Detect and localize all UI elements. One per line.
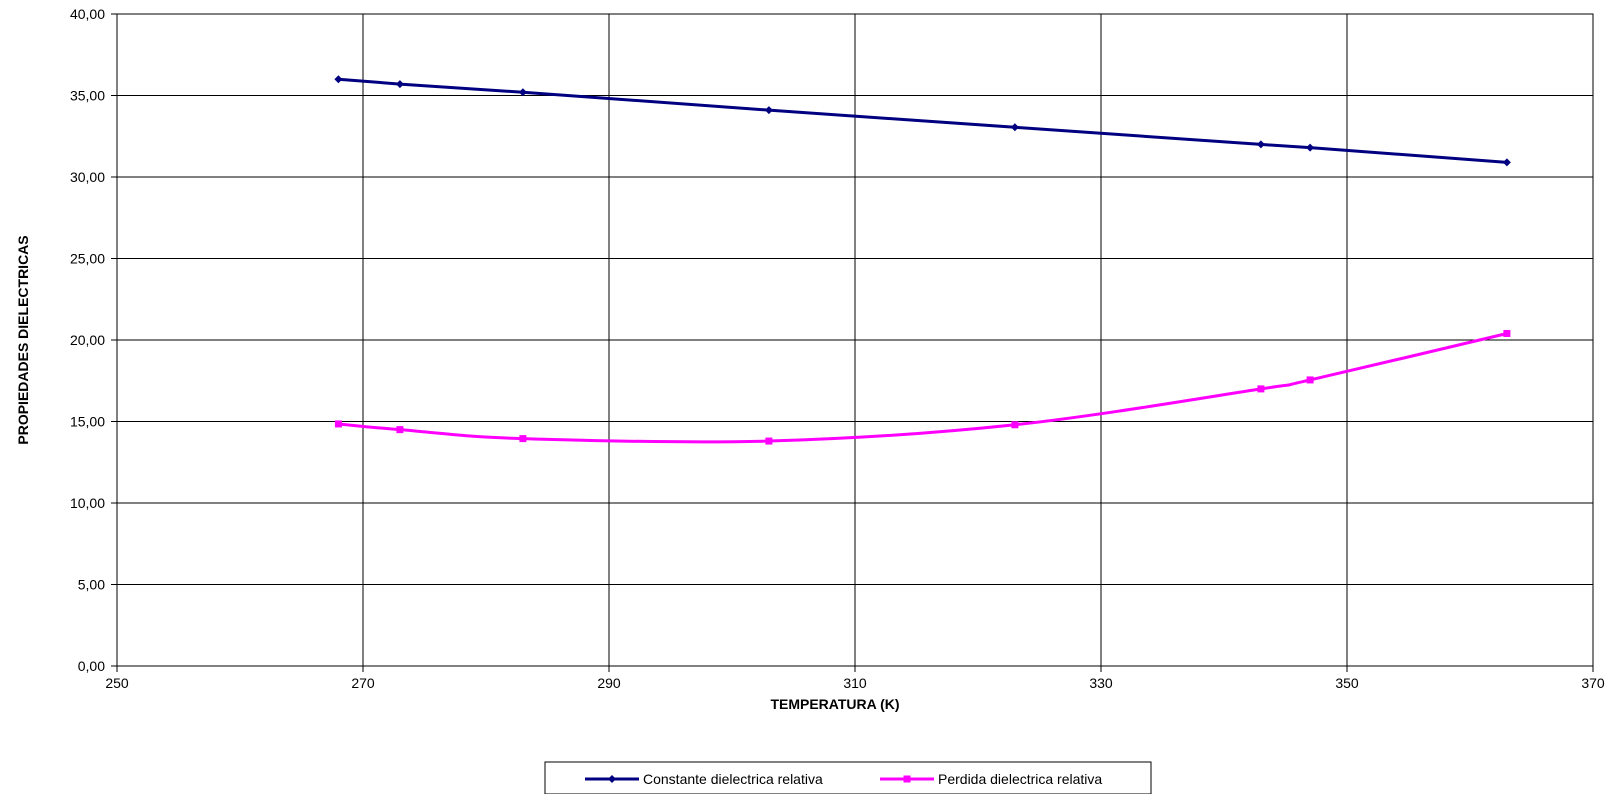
x-tick-label: 250 [105, 675, 129, 691]
series-1 [334, 75, 1511, 167]
y-tick-label: 5,00 [78, 577, 105, 593]
y-tick-label: 0,00 [78, 658, 105, 674]
data-point [1306, 143, 1315, 152]
legend-marker [608, 775, 616, 783]
x-axis-title: TEMPERATURA (K) [770, 696, 899, 712]
data-point [1306, 376, 1314, 384]
data-point [765, 437, 773, 445]
data-point [518, 88, 527, 97]
data-point [334, 75, 343, 84]
data-point [1010, 123, 1019, 132]
y-tick-label: 30,00 [70, 169, 105, 185]
x-tick-label: 310 [843, 675, 867, 691]
x-tick-label: 290 [597, 675, 621, 691]
y-tick-label: 35,00 [70, 88, 105, 104]
x-tick-label: 330 [1089, 675, 1113, 691]
y-tick-label: 20,00 [70, 332, 105, 348]
x-tick-label: 370 [1581, 675, 1605, 691]
data-point [764, 106, 773, 115]
y-tick-label: 40,00 [70, 6, 105, 22]
data-point [1257, 385, 1265, 393]
legend-box [544, 761, 1152, 794]
data-point [396, 426, 404, 434]
legend-item-1: Constante dielectrica relativa [585, 771, 823, 787]
y-axis-ticks: 0,00 5,00 10,00 15,00 20,00 25,00 30,00 35,00 40… [70, 6, 117, 674]
legend-marker [903, 775, 911, 783]
y-tick-label: 15,00 [70, 414, 105, 430]
data-point [1011, 421, 1019, 429]
grid [117, 14, 1593, 666]
series-layer [334, 75, 1511, 445]
data-point [1256, 140, 1265, 149]
data-point [1502, 158, 1511, 167]
legend-label: Perdida dielectrica relativa [938, 771, 1102, 787]
legend-item-2: Perdida dielectrica relativa [880, 771, 1102, 787]
y-tick-label: 10,00 [70, 495, 105, 511]
y-tick-label: 25,00 [70, 251, 105, 267]
x-tick-label: 350 [1335, 675, 1359, 691]
legend-label: Constante dielectrica relativa [643, 771, 823, 787]
x-tick-label: 270 [351, 675, 375, 691]
series-2 [334, 329, 1511, 445]
legend: Constante dielectrica relativa Perdida di… [544, 761, 1152, 794]
data-point [519, 435, 527, 443]
x-axis-ticks: 250 270 290 310 330 350 370 [105, 666, 1605, 691]
y-axis-title: PROPIEDADES DIELECTRICAS [15, 235, 31, 444]
data-point [334, 420, 342, 428]
data-point [395, 80, 404, 89]
series-line-1 [338, 77, 1508, 164]
data-point [1503, 329, 1511, 337]
